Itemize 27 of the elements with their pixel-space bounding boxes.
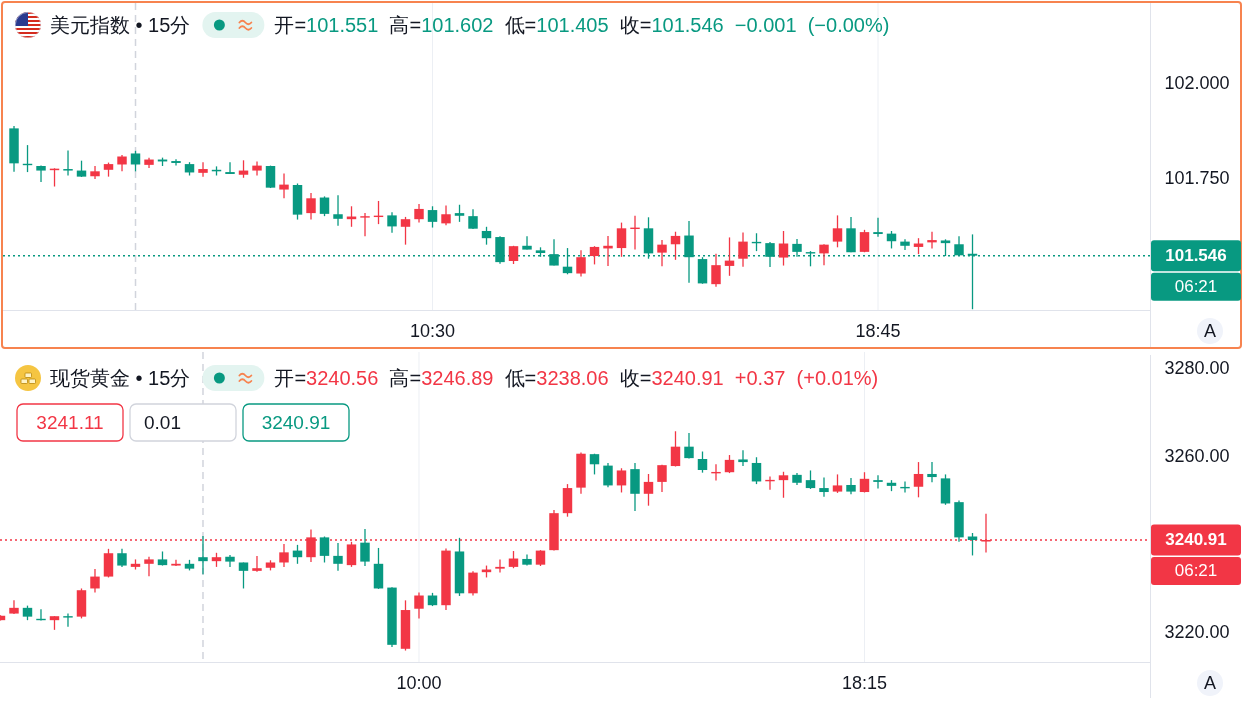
y-tick-label: 3260.00 [1164, 445, 1230, 466]
y-tick-label: 3280.00 [1164, 357, 1230, 378]
countdown: 06:21 [1151, 557, 1241, 585]
x-tick-label: 18:15 [841, 673, 888, 693]
annotation: 3240.91 [261, 412, 331, 433]
order-button: 3241.11 [16, 403, 124, 442]
x-tick-label: 10:00 [396, 673, 442, 693]
price-label: 101.546 [1151, 240, 1241, 272]
annotation: 3241.11 [36, 412, 104, 433]
y-tick-label: 101.750 [1164, 168, 1230, 189]
auto-scale: A [1197, 318, 1223, 344]
text: 现货黄金 • 15分 [50, 367, 191, 389]
y-tick-label: 102.000 [1164, 73, 1230, 94]
text: 开=3240.56 高=3246.89 低=3238.06 收=3240.91 +0.37 (+0.01%) [274, 367, 879, 389]
y-tick-label: 3220.00 [1164, 622, 1230, 643]
x-tick-label: 18:45 [855, 321, 901, 341]
text: 开=101.551 高=101.602 低=101.405 收=101.546 −0.001 (−0.00%) [274, 14, 890, 36]
annotation: 0.01 [144, 412, 181, 433]
ref-line-label: 101.546 [1165, 246, 1227, 266]
text: 美元指数 • 15分 [50, 14, 191, 36]
auto-scale: A [1197, 670, 1223, 696]
order-button: 0.01 [129, 403, 237, 442]
x-tick-label: 10:30 [409, 321, 456, 341]
order-button: 3240.91 [242, 403, 350, 442]
countdown: 06:21 [1151, 272, 1241, 301]
ref-line-label: 3240.91 [1165, 530, 1227, 550]
price-label: 3240.91 [1151, 524, 1241, 556]
